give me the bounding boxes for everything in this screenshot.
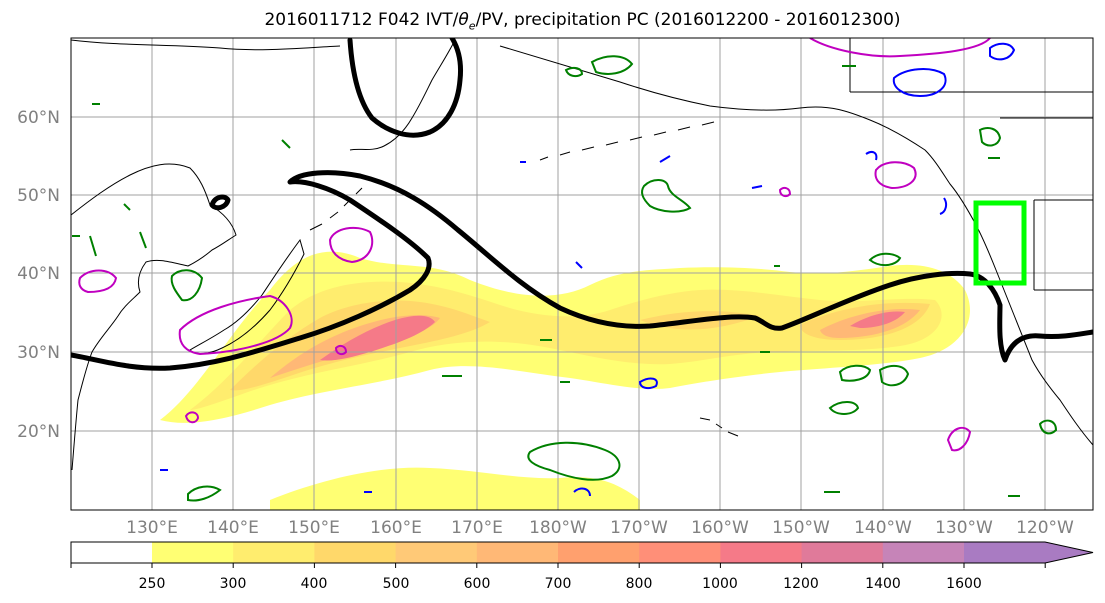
lon-label: 170°W xyxy=(610,518,668,538)
colorbar-tick-label: 600 xyxy=(464,576,491,592)
ivt-contour-gulf xyxy=(874,161,917,190)
coast-north-asia xyxy=(71,39,341,51)
lon-labels: 130°E 140°E 150°E 160°E 170°E 180°W 170°… xyxy=(126,518,1074,538)
pv-contour xyxy=(828,401,860,415)
coastlines xyxy=(71,38,1093,471)
coast-kurils xyxy=(309,187,363,231)
coast-alaska xyxy=(499,45,1093,446)
lat-label: 60°N xyxy=(17,108,60,128)
lon-label: 160°E xyxy=(370,518,422,538)
colorbar-swatch xyxy=(395,542,478,563)
colorbar-tick-label: 300 xyxy=(220,576,247,592)
ivt-contour-kurils xyxy=(328,226,374,264)
colorbar-swatch xyxy=(639,542,721,563)
pv-positive-contours xyxy=(72,55,1058,502)
lat-label: 20°N xyxy=(17,422,60,442)
colorbar-swatch xyxy=(720,542,803,563)
target-region-box xyxy=(973,200,1027,286)
colorbar-swatch xyxy=(314,542,397,563)
figure-title: 2016011712 F042 IVT/θe/PV, precipitation… xyxy=(0,10,1105,32)
title-suffix: /PV, precipitation PC (2016012200 - 2016… xyxy=(475,10,901,30)
lat-label: 30°N xyxy=(17,343,60,363)
pv-contour xyxy=(868,252,902,266)
coast-hawaii xyxy=(699,417,739,437)
ivt-contour-small xyxy=(184,186,792,424)
pv-neg-contour xyxy=(892,68,947,98)
ivt-contour-asia xyxy=(78,269,118,294)
ivt-contour-north xyxy=(809,38,991,58)
lat-label: 50°N xyxy=(17,186,60,206)
colorbar-tick-label: 1600 xyxy=(946,576,982,592)
lon-label: 160°W xyxy=(691,518,749,538)
colorbar: 250 300 400 500 600 700 800 1000 1200 14… xyxy=(70,541,1094,592)
pv-neg-contour xyxy=(989,42,1016,61)
colorbar-swatch xyxy=(558,542,640,563)
coast-kamchatka xyxy=(349,39,456,151)
ivt-contour-japan xyxy=(178,294,293,356)
coast-asia xyxy=(71,163,237,471)
pv-contour xyxy=(187,419,1058,502)
coast-japan xyxy=(189,238,305,355)
lon-label: 150°W xyxy=(772,518,830,538)
colorbar-tick-label: 800 xyxy=(626,576,653,592)
precip-band-south xyxy=(270,467,640,510)
colorbar-swatch xyxy=(476,542,559,563)
title-prefix: 2016011712 F042 IVT/ xyxy=(264,10,459,30)
colorbar-extend-arrow xyxy=(1045,542,1093,563)
title-theta: θ xyxy=(458,10,469,30)
pv-contour xyxy=(978,127,1002,147)
colorbar-swatch xyxy=(964,542,1046,563)
lat-labels: 60°N 50°N 40°N 30°N 20°N xyxy=(17,108,60,442)
colorbar-swatch xyxy=(801,542,884,563)
colorbar-swatch xyxy=(882,542,965,563)
colorbar-tick-label: 1000 xyxy=(702,576,738,592)
colorbar-outline xyxy=(70,541,1094,564)
lon-label: 170°E xyxy=(451,518,503,538)
lon-label: 180°W xyxy=(529,518,587,538)
colorbar-below-swatch xyxy=(71,542,152,563)
lon-label: 130°E xyxy=(126,518,178,538)
pv-negative-contours xyxy=(160,42,1016,497)
lat-label: 40°N xyxy=(17,264,60,284)
colorbar-tick-label: 500 xyxy=(383,576,410,592)
lon-label: 140°W xyxy=(854,518,912,538)
jet-contour-small xyxy=(209,194,231,211)
colorbar-tick-label: 700 xyxy=(545,576,572,592)
ivt-contours xyxy=(78,38,991,452)
colorbar-swatches xyxy=(152,542,1046,563)
lon-label: 150°E xyxy=(288,518,340,538)
ivt-contour-east xyxy=(946,426,972,452)
colorbar-tick-labels: 250 300 400 500 600 700 800 1000 1200 14… xyxy=(139,576,982,592)
pv-contour xyxy=(527,441,621,481)
colorbar-tick-label: 400 xyxy=(301,576,328,592)
lon-label: 140°E xyxy=(207,518,259,538)
pv-contour xyxy=(564,55,634,78)
pv-contour xyxy=(72,65,1020,497)
map-panel xyxy=(71,38,1093,510)
map-frame xyxy=(70,37,1094,511)
jet-contour-north xyxy=(347,38,463,138)
pv-contour xyxy=(170,269,204,302)
coast-aleutians xyxy=(539,121,715,161)
pv-neg-contour xyxy=(160,151,948,497)
lon-label: 120°W xyxy=(1016,518,1074,538)
colorbar-tick-label: 1400 xyxy=(865,576,901,592)
pv-contour xyxy=(838,364,910,387)
colorbar-swatch xyxy=(152,542,234,563)
colorbar-swatch xyxy=(233,542,315,563)
precipitation-shading xyxy=(160,251,970,510)
title-theta-sub: e xyxy=(468,19,476,33)
colorbar-ticks xyxy=(70,563,1046,568)
colorbar-tick-label: 1200 xyxy=(783,576,819,592)
colorbar-tick-label: 250 xyxy=(139,576,166,592)
pv-contour xyxy=(641,179,692,213)
lon-label: 130°W xyxy=(935,518,993,538)
